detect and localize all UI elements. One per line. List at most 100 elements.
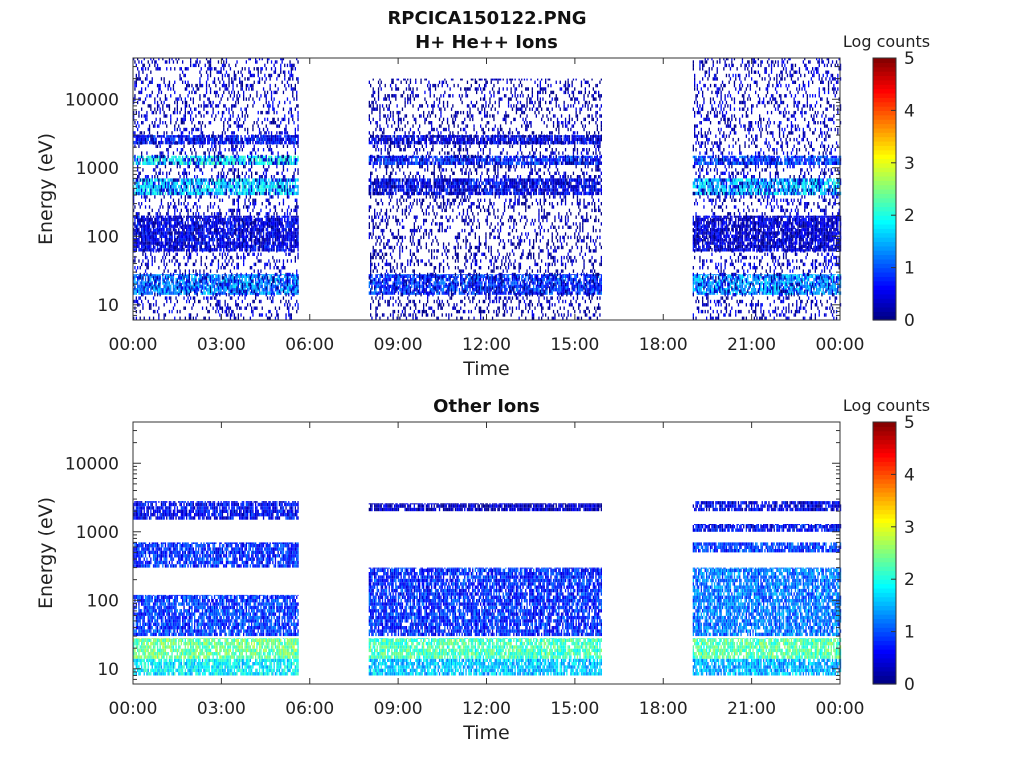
spectrogram-cell [152,77,153,80]
spectrogram-cell [185,286,186,289]
spectrogram-cell [227,313,228,316]
spectrogram-cell [234,225,235,228]
spectrogram-cell [276,131,277,134]
spectrogram-cell [179,151,180,154]
spectrogram-cell [195,221,196,224]
spectrogram-cell [178,281,179,284]
spectrogram-cell [219,242,220,245]
spectrogram-cell [250,286,251,289]
spectrogram-cell [149,219,150,222]
spectrogram-cell [160,172,161,175]
spectrogram-cell [170,67,171,70]
spectrogram-cell [213,188,214,191]
spectrogram-cell [263,148,264,151]
spectrogram-cell [282,229,283,232]
spectrogram-cell [194,283,195,286]
spectrogram-cell [157,101,158,104]
spectrogram-cell [189,172,190,175]
spectrogram-cell [252,188,253,191]
spectrogram-cell [275,192,276,195]
spectrogram-cell [207,192,208,195]
spectrogram-cell [274,212,275,215]
spectrogram-cell [138,74,139,77]
spectrogram-cell [218,242,219,245]
spectrogram-cell [227,225,228,228]
spectrogram-cell [162,278,163,281]
spectrogram-cell [138,124,139,127]
spectrogram-cell [272,158,273,161]
spectrogram-cell [162,104,163,107]
spectrogram-cell [162,162,163,165]
spectrogram-cell [185,118,186,121]
spectrogram-cell [276,218,277,221]
spectrogram-cell [260,313,261,316]
spectrogram-cell [214,256,215,259]
spectrogram-cell [235,155,236,158]
spectrogram-cell [214,81,215,84]
spectrogram-cell [231,212,232,215]
spectrogram-cell [255,278,256,281]
spectrogram-cell [202,225,203,228]
spectrogram-cell [258,185,259,188]
spectrogram-cell [246,60,247,63]
spectrogram-cell [145,291,146,294]
spectrogram-cell [232,178,233,181]
spectrogram-cell [218,178,219,181]
spectrogram-cell [254,158,255,161]
spectrogram-cell [187,221,188,224]
spectrogram-cell [228,91,229,94]
spectrogram-cell [194,241,195,244]
spectrogram-cell [250,222,251,225]
spectrogram-cell [207,216,208,218]
spectrogram-cell [279,135,280,138]
spectrogram-cell [214,192,215,195]
spectrogram-cell [234,121,235,124]
spectrogram-cell [189,131,190,134]
spectrogram-cell [232,291,233,294]
spectrogram-cell [246,222,247,225]
spectrogram-cell [274,71,275,74]
spectrogram-cell [232,188,233,191]
spectrogram-cell [246,290,247,293]
spectrogram-cell [272,238,273,241]
spectrogram-cell [219,192,220,195]
spectrogram-cell [247,281,248,284]
spectrogram-cell [156,67,157,70]
spectrogram-cell [189,273,190,276]
spectrogram-cell [209,155,210,158]
spectrogram-cell [160,205,161,208]
spectrogram-cell [173,135,174,138]
spectrogram-cell [274,293,275,296]
spectrogram-cell [259,212,260,215]
spectrogram-cell [285,236,286,239]
spectrogram-cell [173,189,174,192]
spectrogram-cell [276,165,277,168]
spectrogram-cell [205,178,206,181]
spectrogram-cell [156,276,157,279]
spectrogram-cell [228,245,229,248]
spectrogram-cell [160,228,161,231]
spectrogram-cell [271,248,272,251]
spectrogram-cell [232,97,233,100]
spectrogram-cell [202,145,203,148]
spectrogram-cell [146,182,147,185]
spectrogram-cell [234,168,235,171]
spectrogram-cell [239,274,240,275]
spectrogram-cell [210,148,211,151]
spectrogram-cell [168,178,169,181]
spectrogram-cell [207,189,208,192]
spectrogram-cell [156,242,157,245]
spectrogram-cell [280,248,281,251]
spectrogram-cell [230,185,231,188]
spectrogram-cell [166,296,167,299]
spectrogram-cell [251,245,252,248]
spectrogram-cell [150,192,151,195]
spectrogram-cell [231,273,232,276]
spectrogram-cell [259,97,260,100]
spectrogram-cell [283,185,284,188]
spectrogram-cell [213,253,214,256]
spectrogram-cell [227,182,228,185]
spectrogram-cell [280,285,281,288]
spectrogram-cell [270,138,271,141]
spectrogram-cell [232,228,233,231]
